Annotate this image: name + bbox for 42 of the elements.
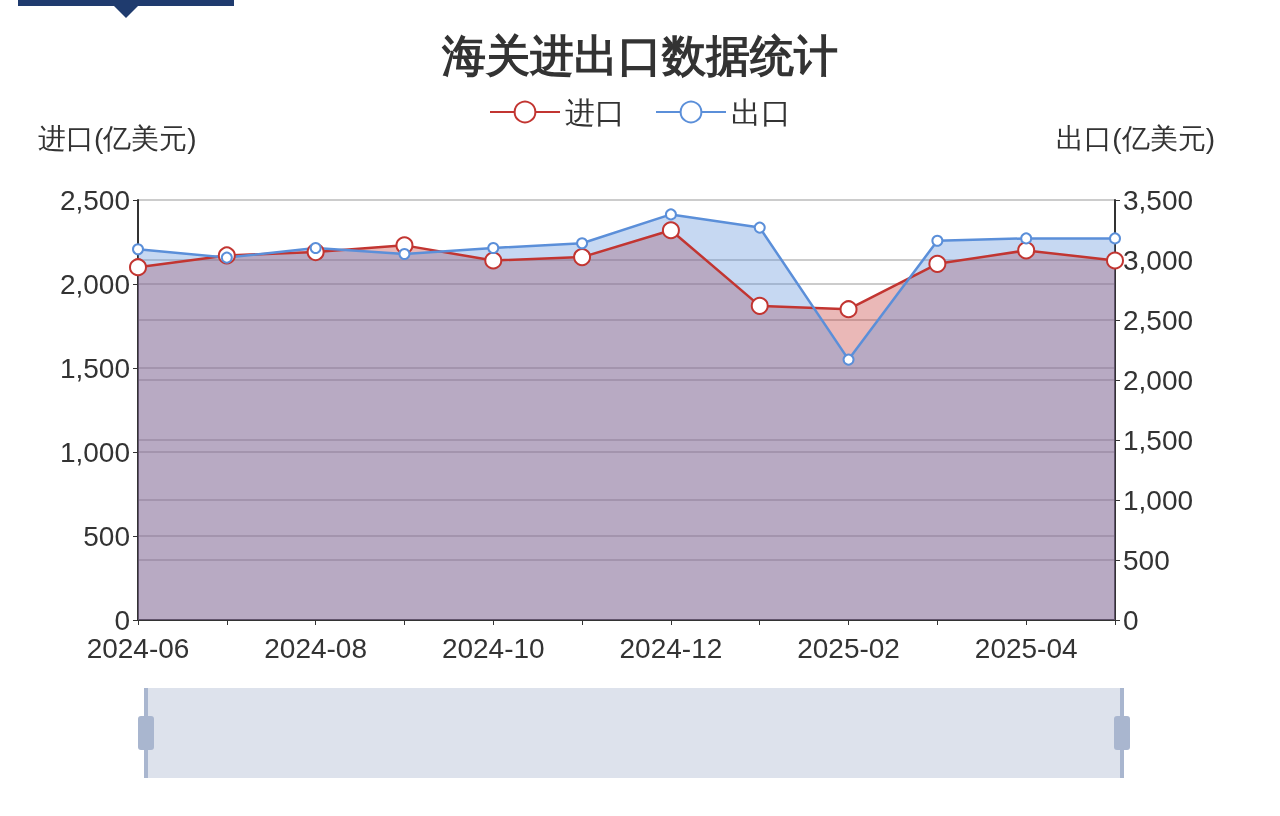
point	[1109, 232, 1121, 245]
point	[487, 242, 500, 254]
y-tick-label: 1,000	[59, 436, 130, 468]
x-tick-label: 2025-02	[797, 632, 900, 664]
point	[661, 221, 680, 240]
point	[129, 258, 147, 277]
y-tick-label: 1,500	[59, 352, 130, 384]
legend-label: 出口	[731, 95, 791, 129]
y2-tick-label: 3,500	[1123, 184, 1194, 216]
point	[931, 234, 944, 247]
point	[842, 353, 855, 366]
legend-label: 进口	[565, 95, 625, 129]
point	[750, 296, 769, 315]
y2-tick-label: 2,500	[1123, 304, 1194, 336]
point	[398, 248, 411, 260]
x-tick-label: 2024-08	[264, 632, 368, 664]
x-tick-label: 2024-12	[619, 632, 723, 664]
y-tick-label: 2,000	[59, 268, 130, 300]
y2-tick-label: 3,000	[1123, 244, 1194, 276]
point	[664, 208, 677, 221]
point	[839, 300, 858, 319]
point	[484, 251, 503, 270]
point	[753, 221, 766, 234]
point	[132, 243, 144, 256]
point	[576, 237, 589, 250]
point	[573, 248, 592, 267]
point	[1020, 232, 1033, 245]
y2-tick-label: 2,000	[1123, 364, 1194, 396]
point	[1106, 251, 1124, 270]
y2-tick-label: 0	[1123, 604, 1139, 636]
point	[1017, 241, 1036, 260]
chart-title: 海关进出口数据统计	[441, 30, 838, 80]
y2-tick-label: 500	[1123, 544, 1170, 576]
x-tick-label: 2024-10	[441, 632, 545, 664]
y-axis-title: 进口(亿美元)	[38, 122, 197, 154]
x-tick-label: 2025-04	[974, 632, 1078, 664]
y2-tick-label: 1,500	[1123, 424, 1194, 456]
y2-axis-title: 出口(亿美元)	[1056, 122, 1215, 154]
y-tick-label: 2,500	[59, 184, 130, 216]
y2-tick-label: 1,000	[1123, 484, 1194, 516]
y-tick-label: 500	[83, 520, 130, 552]
point	[928, 254, 947, 273]
